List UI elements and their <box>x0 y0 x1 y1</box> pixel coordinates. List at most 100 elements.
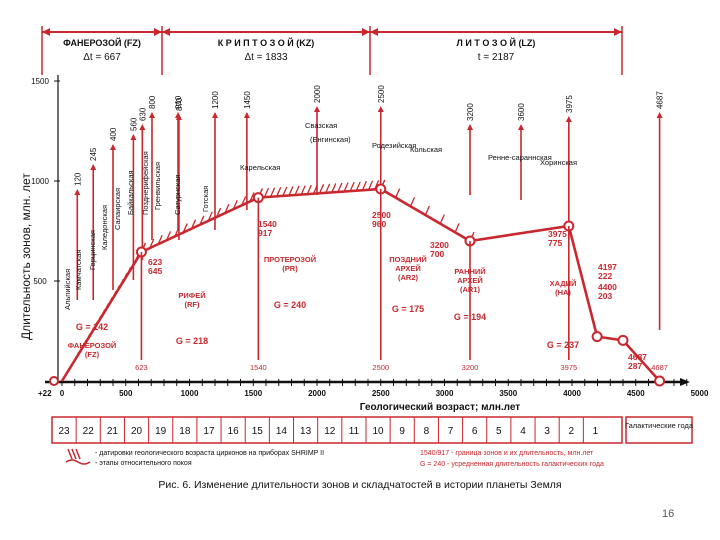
x-axis-label: Геологический возраст; млн.лет <box>360 402 521 413</box>
orogeny-label: Позднерифейская <box>141 151 150 215</box>
curve-hatch <box>454 223 460 233</box>
legend-hatch-mark <box>75 448 81 460</box>
x-tick-label: 1000 <box>181 389 199 398</box>
x-tick-label: 4500 <box>627 389 645 398</box>
cycle-number: 17 <box>203 426 215 437</box>
curve-hatch <box>355 181 361 191</box>
legend-symbol <box>65 448 91 465</box>
era-label: ФАНЕРОЗОЙ (FZ) <box>63 37 141 48</box>
cycle-number: 12 <box>324 426 336 437</box>
marker-arrow <box>74 189 81 195</box>
x-tick-label: 4000 <box>563 389 581 398</box>
marker-arrow <box>656 112 663 118</box>
curve-hatch <box>439 214 445 224</box>
marker-arrow <box>90 164 97 170</box>
x-axis-arrow <box>680 378 690 386</box>
era-duration: Δt = 1833 <box>244 52 288 63</box>
marker-arrow <box>377 106 384 112</box>
zone-name: ПРОТЕРОЗОЙ (PR) <box>264 255 316 273</box>
boundary-age-label: 3200 <box>462 363 479 372</box>
boundary-age-label: 623 <box>135 363 148 372</box>
boundary-age-label: 1540 <box>250 363 267 372</box>
curve-hatch <box>92 321 98 331</box>
legend-item-rest: - этапы относительного покоя <box>95 460 192 467</box>
marker-label: 2500 <box>377 85 386 103</box>
marker-arrow <box>565 116 572 122</box>
cycle-number: 20 <box>131 426 143 437</box>
legend-hatch-mark <box>71 448 77 460</box>
curve-hatch <box>288 186 294 196</box>
curve-hatch <box>343 182 349 192</box>
cycle-number: 9 <box>399 426 405 437</box>
y-tick-label: 1500 <box>31 77 49 86</box>
orogeny-label: Кольская <box>410 145 442 154</box>
cycle-number: 15 <box>252 426 264 437</box>
marker-label: 120 <box>73 172 82 186</box>
curve-hatch <box>276 187 282 197</box>
curve-hatch <box>100 309 106 319</box>
zone-name: РИФЕЙ (RF) <box>178 291 205 309</box>
cycle-number: 10 <box>372 426 384 437</box>
curve-hatch <box>269 187 276 198</box>
marker-label: 3600 <box>517 103 526 121</box>
marker-label: 245 <box>89 147 98 161</box>
curve-hatch <box>300 185 306 195</box>
curve-hatch <box>294 185 300 196</box>
curve-hatch <box>331 183 337 193</box>
cycle-number: 19 <box>155 426 167 437</box>
orogeny-label: Герцинская <box>88 230 97 270</box>
y-tick-label: 1000 <box>31 177 49 186</box>
curve-hatch <box>165 231 172 241</box>
curve-hatch <box>224 203 230 214</box>
x-tick-label: 0 <box>60 389 65 398</box>
era-label-bg <box>214 36 318 48</box>
cycle-number: 5 <box>496 426 502 437</box>
zone-g-value: G = 142 <box>76 322 108 332</box>
era-label: Л И Т О З О Й (LZ) <box>457 37 536 48</box>
curve-hatch <box>77 345 84 356</box>
curve-hatch <box>424 205 430 216</box>
orogeny-label: Свазская <box>305 121 337 130</box>
curve-hatch <box>282 186 288 197</box>
curve-point-label: 4400 203 <box>598 282 617 301</box>
era-arrow-right <box>362 28 370 36</box>
cycle-number: 1 <box>593 426 599 437</box>
curve-hatch <box>232 199 238 210</box>
x-tick-label: +22 <box>38 389 52 398</box>
era-arrow-left <box>42 28 50 36</box>
marker-label: 4687 <box>656 91 665 109</box>
curve-hatch <box>129 260 135 271</box>
boundary-age-label: 2500 <box>372 363 389 372</box>
curve-hatch <box>241 196 247 206</box>
curve-hatch <box>374 180 380 190</box>
curve-node <box>654 375 666 387</box>
zone-name: ПОЗДНИЙ АРХЕЙ (AR2) <box>389 255 426 282</box>
cycle-number: 13 <box>300 426 312 437</box>
marker-arrow <box>175 112 182 118</box>
curve-node <box>617 334 629 346</box>
cycle-number: 2 <box>568 426 574 437</box>
curve-hatch <box>103 303 109 313</box>
slide-number: 16 <box>662 508 675 520</box>
curve-hatch <box>325 183 331 194</box>
era-label: К Р И П Т О З О Й (KZ) <box>218 37 315 48</box>
cycle-number: 4 <box>520 426 526 437</box>
orogeny-label: Хоринская <box>540 158 577 167</box>
marker-label: 800 <box>148 95 157 109</box>
curve-hatch <box>118 279 124 289</box>
zone-g-value: G = 175 <box>392 304 424 314</box>
era-arrow-left <box>370 28 378 36</box>
orogeny-label: Готская <box>201 186 210 212</box>
orogeny-label: Родезийская <box>372 141 416 150</box>
boundary-age-label: 4687 <box>651 363 668 372</box>
curve-hatch <box>174 227 180 237</box>
marker-label: 3200 <box>466 103 475 121</box>
y-tick-label: 500 <box>33 277 47 286</box>
cycle-number: 8 <box>424 426 430 437</box>
orogeny-label: Байкальская <box>126 170 135 215</box>
cycle-number: 22 <box>83 426 95 437</box>
figure-caption: Рис. 6. Изменение длительности зонов и с… <box>158 479 561 491</box>
orogeny-label: (Енгинская) <box>310 135 351 144</box>
legend-item-g: G = 240 - усредненная длительность галак… <box>420 461 604 468</box>
marker-arrow <box>243 112 250 118</box>
